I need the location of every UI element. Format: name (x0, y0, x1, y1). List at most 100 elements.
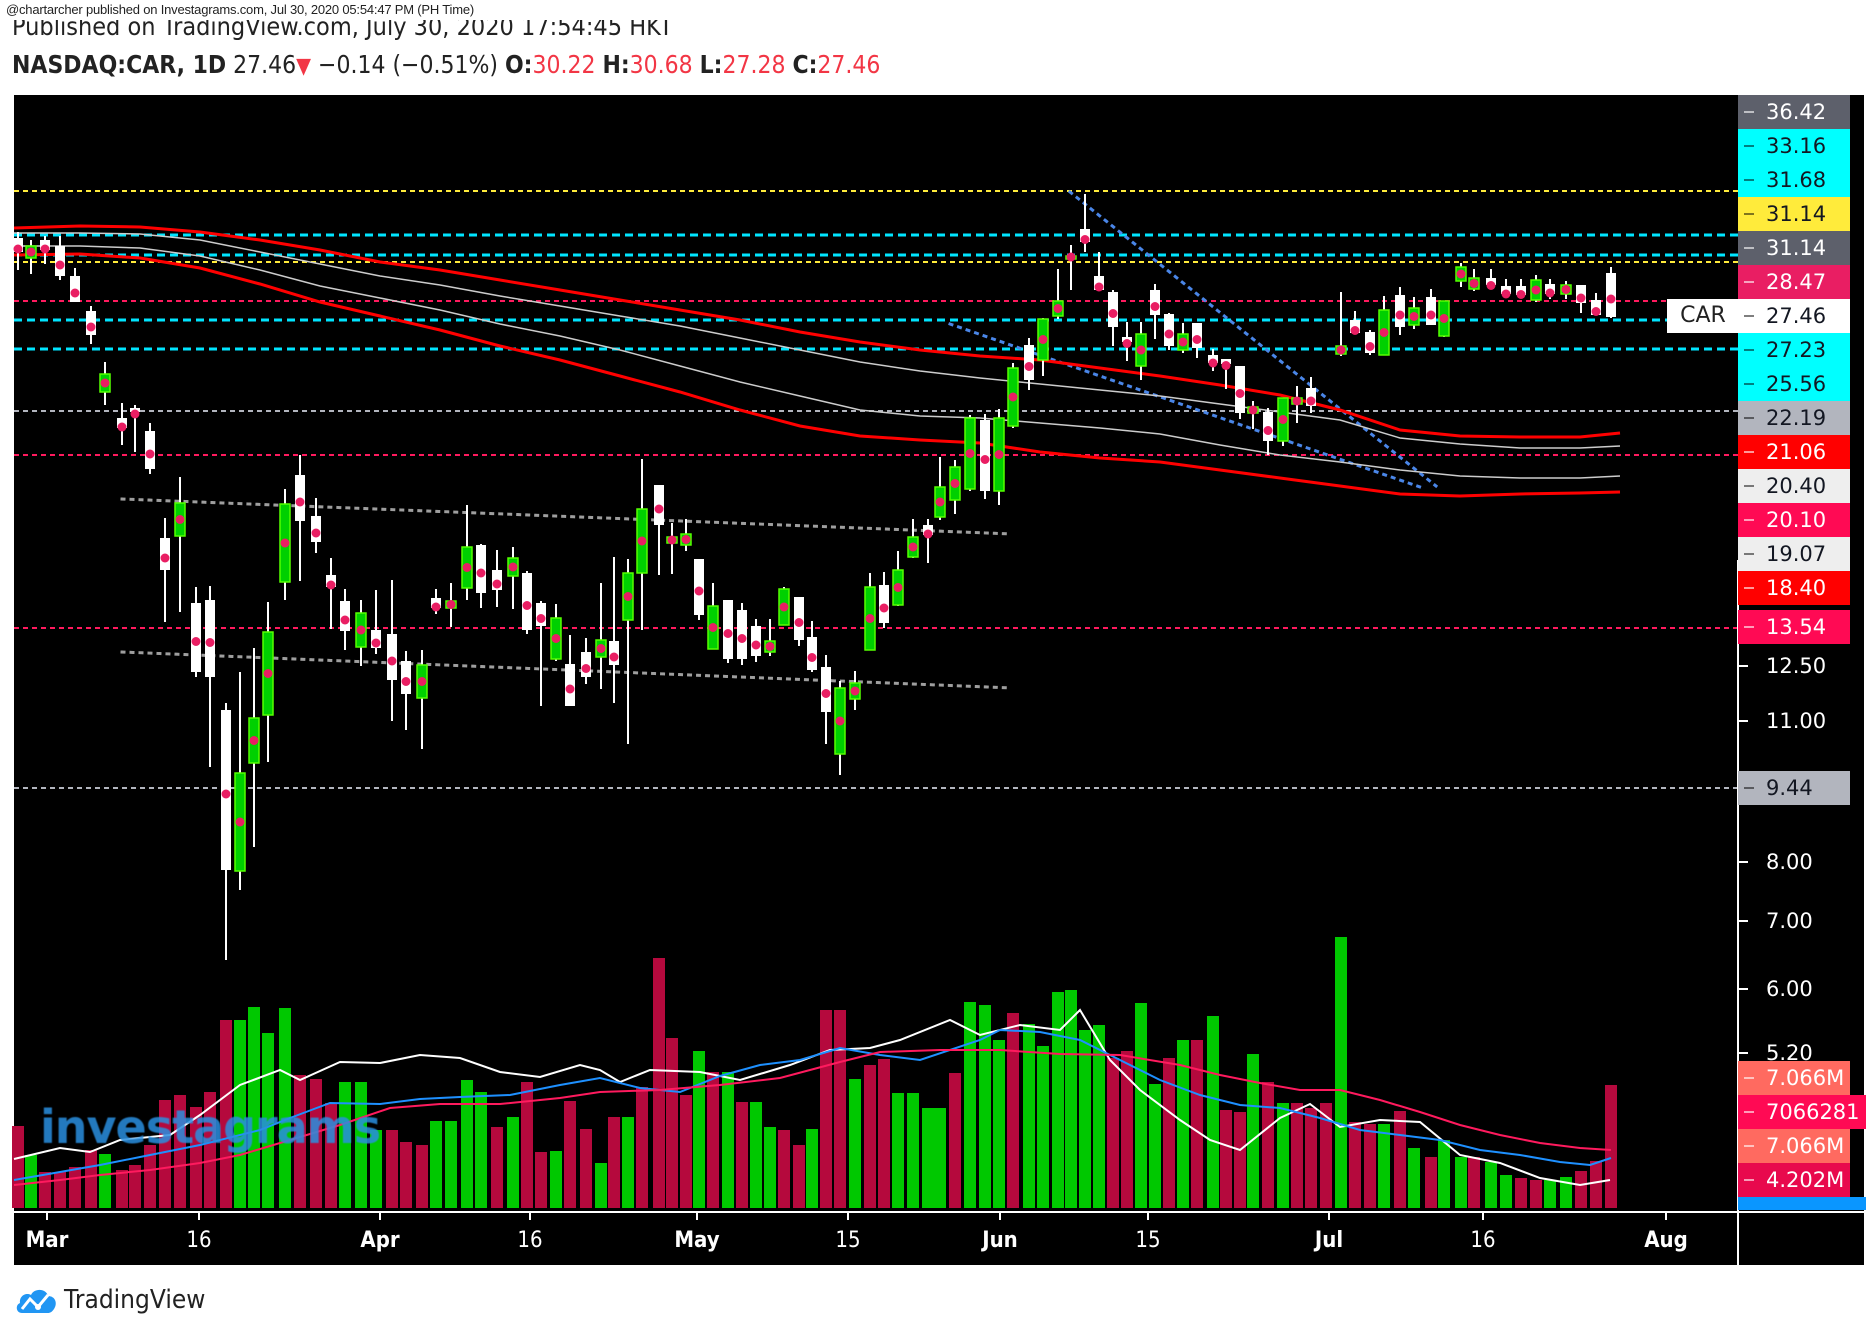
price-axis-label: 8.00 (1738, 845, 1850, 879)
volume-bar (849, 1079, 861, 1208)
volume-bar (1320, 1103, 1332, 1208)
volume-bar (507, 1117, 519, 1208)
price-axis-label: 22.19 (1738, 401, 1850, 435)
candle-marker-dot (1038, 335, 1048, 344)
volume-bar (262, 1033, 274, 1208)
candle-marker-dot (175, 515, 185, 524)
volume-bar (1065, 990, 1077, 1208)
volume-bar (949, 1073, 961, 1208)
volume-bar (736, 1102, 748, 1208)
volume-bar (129, 1165, 141, 1208)
candle-marker-dot (1094, 282, 1104, 292)
volume-bar (416, 1145, 428, 1208)
volume-bar (535, 1152, 547, 1208)
candle-marker-dot (965, 449, 975, 458)
candle-marker-dot (1545, 288, 1555, 298)
volume-bar (174, 1095, 186, 1208)
volume-bar (99, 1154, 111, 1208)
candle-marker-dot (1379, 328, 1389, 337)
candle-marker-dot (117, 422, 127, 432)
candle-marker-dot (821, 689, 831, 698)
price-axis-value: 31.14 (1766, 202, 1827, 226)
price-tick-mark (1744, 315, 1754, 317)
price-tick-mark (1744, 787, 1754, 789)
candle-marker-dot (1066, 252, 1076, 262)
volume-bar (1378, 1124, 1390, 1208)
price-axis-value: 20.10 (1766, 508, 1827, 532)
volume-bar (1605, 1085, 1617, 1208)
volume-bar (1079, 1030, 1091, 1208)
volume-bar (892, 1093, 904, 1208)
candle-marker-dot (417, 677, 427, 686)
symbol-tag: CAR (1667, 299, 1739, 333)
price-tick-mark (1744, 988, 1754, 990)
candle-marker-dot (263, 669, 273, 678)
volume-bar (666, 1038, 678, 1208)
tradingview-logo[interactable]: TradingView (14, 1285, 221, 1315)
volume-bar (190, 1107, 202, 1208)
candle-marker-dot (1008, 392, 1018, 402)
price-tick-mark (1744, 281, 1754, 283)
price-axis-label: 7.00 (1738, 904, 1850, 938)
volume-bar (69, 1167, 81, 1208)
time-axis-label: 16 (186, 1228, 212, 1253)
candle-marker-dot (1136, 345, 1146, 355)
candle-marker-dot (1409, 312, 1419, 321)
price-axis-value: 27.46 (1766, 304, 1827, 328)
volume-bar (386, 1130, 398, 1208)
price-axis-label: 28.47 (1738, 265, 1850, 299)
volume-bar (1163, 1058, 1175, 1208)
price-axis-label: 27.46 (1738, 299, 1850, 333)
price-axis-value: 27.23 (1766, 338, 1827, 362)
candle-marker-dot (893, 583, 903, 592)
price-axis-label: 36.42 (1738, 95, 1850, 129)
price-axis-value: 22.19 (1766, 406, 1827, 430)
volume-bar (764, 1127, 776, 1208)
volume-bar (475, 1092, 487, 1208)
candle-marker-dot (86, 322, 96, 332)
candle-marker-dot (145, 449, 155, 459)
moving-average-line (14, 245, 1621, 479)
volume-bar (564, 1101, 576, 1208)
volume-ma-line (13, 1049, 1612, 1186)
close-label: C: (792, 50, 818, 79)
volume-bar (608, 1117, 620, 1208)
price-tick-mark (1744, 1111, 1754, 1113)
volume-bar (1349, 1122, 1361, 1208)
volume-bar (1191, 1040, 1203, 1208)
volume-bar (1262, 1082, 1274, 1208)
volume-bar (1291, 1103, 1303, 1208)
volume-bar (580, 1129, 592, 1208)
volume-bar (922, 1108, 934, 1208)
candle-marker-dot (923, 529, 933, 539)
symbol-interval: NASDAQ:CAR, 1D (12, 50, 227, 79)
volume-bar (25, 1155, 37, 1208)
price-axis-label: 31.14 (1738, 231, 1850, 265)
open-label: O: (504, 50, 533, 79)
price-axis-label: 6.00 (1738, 972, 1850, 1006)
volume-bar (339, 1082, 351, 1208)
candle-marker-dot (1278, 415, 1288, 424)
volume-bar (1438, 1140, 1450, 1208)
price-tick-mark (1744, 1052, 1754, 1054)
volume-bar (1093, 1025, 1105, 1208)
candle-marker-dot (950, 479, 960, 488)
volume-bar (907, 1093, 919, 1208)
tradingview-cloud-icon (16, 1289, 56, 1313)
candle-marker-dot (387, 656, 397, 666)
candle-marker-dot (536, 614, 546, 623)
volume-bar (521, 1082, 533, 1208)
volume-bar (116, 1170, 128, 1208)
volume-bar (144, 1145, 156, 1208)
candle-marker-dot (737, 634, 747, 643)
candle-marker-dot (581, 664, 591, 673)
volume-bar (1560, 1177, 1572, 1208)
candle-marker-dot (765, 642, 775, 651)
candle-marker-dot (221, 789, 231, 799)
volume-bar (1220, 1110, 1232, 1208)
candle-marker-dot (100, 378, 110, 388)
tradingview-brand: TradingView (64, 1285, 206, 1315)
volume-ma-label-cutoff (1738, 1197, 1866, 1210)
time-axis-label: 16 (1470, 1228, 1496, 1253)
